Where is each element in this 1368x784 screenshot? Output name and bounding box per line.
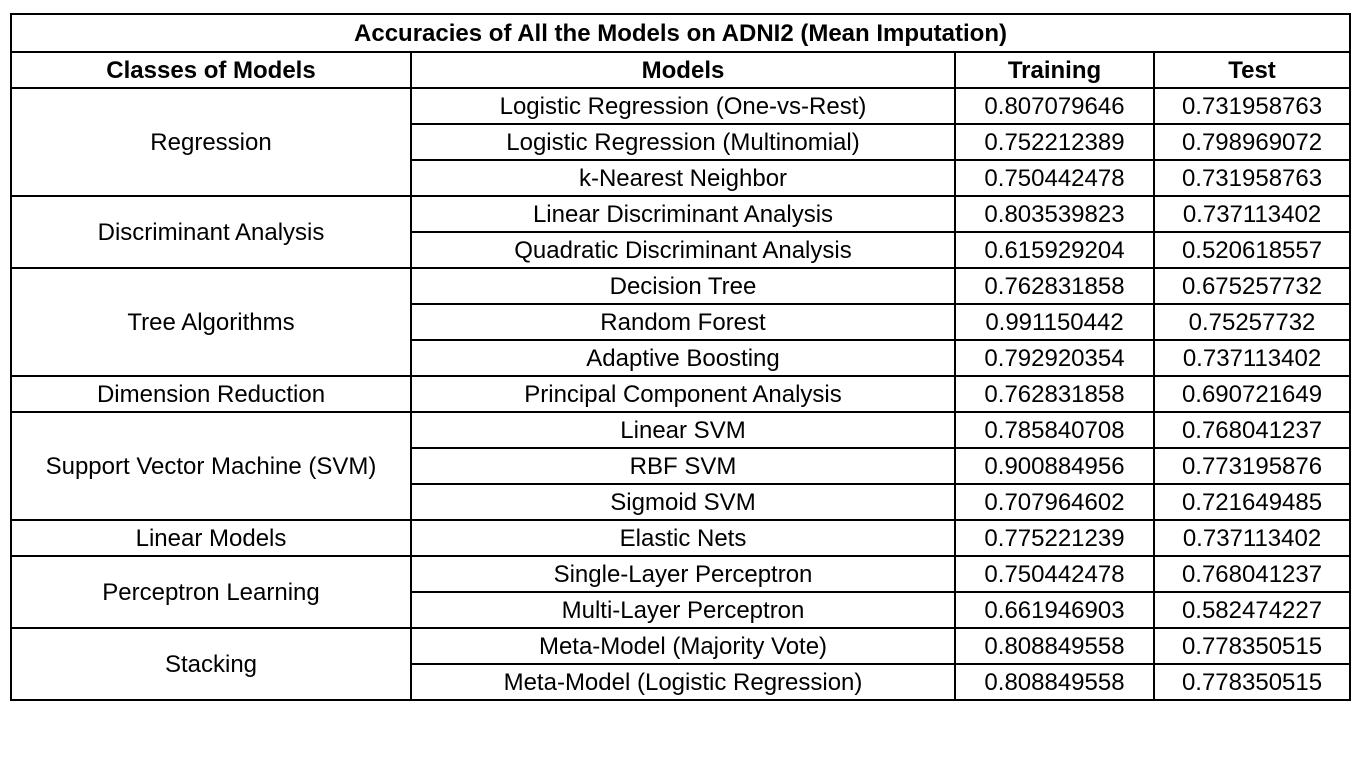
- model-name-cell: RBF SVM: [410, 447, 956, 485]
- table-row: k-Nearest Neighbor 0.750442478 0.731958763: [11, 159, 1352, 197]
- training-accuracy-cell: 0.991150442: [954, 303, 1155, 341]
- table-row: Sigmoid SVM 0.707964602 0.721649485: [11, 483, 1352, 521]
- training-accuracy-cell: 0.762831858: [954, 267, 1155, 305]
- test-accuracy-cell: 0.798969072: [1152, 123, 1352, 161]
- training-accuracy-cell: 0.808849558: [954, 663, 1155, 701]
- model-class-cell: Discriminant Analysis: [10, 195, 412, 269]
- training-accuracy-cell: 0.775221239: [954, 519, 1155, 557]
- table-row: Support Vector Machine (SVM) Linear SVM 0.…: [10, 411, 1352, 521]
- test-accuracy-cell: 0.690721649: [1152, 375, 1352, 413]
- test-accuracy-cell: 0.731958763: [1152, 87, 1352, 125]
- table-row: RBF SVM 0.900884956 0.773195876: [11, 447, 1352, 485]
- model-name-cell: k-Nearest Neighbor: [410, 159, 956, 197]
- table-row: Tree Algorithms Decision Tree 0.762831858 0…: [10, 267, 1352, 377]
- model-name-cell: Decision Tree: [410, 267, 956, 305]
- model-name-cell: Linear Discriminant Analysis: [410, 195, 956, 233]
- table-row: Dimension Reduction Principal Component A…: [10, 375, 1352, 413]
- table-row: Perceptron Learning Single-Layer Perceptr…: [10, 555, 1352, 629]
- training-accuracy-cell: 0.803539823: [954, 195, 1155, 233]
- model-class-cell: Stacking: [10, 627, 412, 701]
- test-accuracy-cell: 0.520618557: [1152, 231, 1352, 269]
- test-accuracy-cell: 0.675257732: [1152, 267, 1352, 305]
- table-row: Regression Logistic Regression (One-vs-Re…: [10, 87, 1352, 197]
- model-name-cell: Principal Component Analysis: [410, 375, 956, 413]
- test-accuracy-cell: 0.768041237: [1152, 411, 1352, 449]
- test-accuracy-cell: 0.737113402: [1152, 195, 1352, 233]
- model-name-cell: Multi-Layer Perceptron: [410, 591, 956, 629]
- header-classes: Classes of Models: [10, 51, 412, 89]
- table-title: Accuracies of All the Models on ADNI2 (M…: [9, 13, 1352, 53]
- title-row: Accuracies of All the Models on ADNI2 (M…: [9, 13, 1352, 53]
- test-accuracy-cell: 0.773195876: [1152, 447, 1352, 485]
- header-training: Training: [954, 51, 1155, 89]
- model-name-cell: Logistic Regression (One-vs-Rest): [410, 87, 956, 125]
- results-table: Accuracies of All the Models on ADNI2 (M…: [9, 13, 1352, 701]
- test-accuracy-cell: 0.778350515: [1152, 627, 1352, 665]
- model-name-cell: Random Forest: [410, 303, 956, 341]
- test-accuracy-cell: 0.778350515: [1152, 663, 1352, 701]
- model-name-cell: Single-Layer Perceptron: [410, 555, 956, 593]
- model-name-cell: Elastic Nets: [410, 519, 956, 557]
- training-accuracy-cell: 0.752212389: [954, 123, 1155, 161]
- model-class-cell: Tree Algorithms: [10, 267, 412, 377]
- model-class-cell: Linear Models: [10, 519, 412, 557]
- training-accuracy-cell: 0.707964602: [954, 483, 1155, 521]
- header-row: Classes of Models Models Training Test: [10, 51, 1352, 89]
- test-accuracy-cell: 0.721649485: [1152, 483, 1352, 521]
- test-accuracy-cell: 0.75257732: [1152, 303, 1352, 341]
- training-accuracy-cell: 0.785840708: [954, 411, 1155, 449]
- training-accuracy-cell: 0.615929204: [954, 231, 1155, 269]
- test-accuracy-cell: 0.582474227: [1152, 591, 1352, 629]
- training-accuracy-cell: 0.808849558: [954, 627, 1155, 665]
- table-row: Logistic Regression (Multinomial) 0.75221…: [11, 123, 1352, 161]
- table-row: Multi-Layer Perceptron 0.661946903 0.58247…: [11, 591, 1352, 629]
- table-row: Linear Models Elastic Nets 0.775221239 0.73…: [10, 519, 1352, 557]
- test-accuracy-cell: 0.731958763: [1152, 159, 1352, 197]
- training-accuracy-cell: 0.750442478: [954, 159, 1155, 197]
- model-class-cell: Perceptron Learning: [10, 555, 412, 629]
- table-row: Stacking Meta-Model (Majority Vote) 0.8088…: [10, 627, 1352, 701]
- model-name-cell: Meta-Model (Logistic Regression): [410, 663, 956, 701]
- model-name-cell: Linear SVM: [410, 411, 956, 449]
- table-row: Adaptive Boosting 0.792920354 0.737113402: [11, 339, 1352, 377]
- test-accuracy-cell: 0.768041237: [1152, 555, 1352, 593]
- table-row: Random Forest 0.991150442 0.75257732: [11, 303, 1352, 341]
- training-accuracy-cell: 0.807079646: [954, 87, 1155, 125]
- training-accuracy-cell: 0.900884956: [954, 447, 1155, 485]
- model-name-cell: Sigmoid SVM: [410, 483, 956, 521]
- table-row: Discriminant Analysis Linear Discriminant…: [10, 195, 1352, 269]
- table-row: Quadratic Discriminant Analysis 0.6159292…: [11, 231, 1352, 269]
- model-name-cell: Quadratic Discriminant Analysis: [410, 231, 956, 269]
- model-name-cell: Adaptive Boosting: [410, 339, 956, 377]
- model-class-cell: Support Vector Machine (SVM): [10, 411, 412, 521]
- test-accuracy-cell: 0.737113402: [1152, 339, 1352, 377]
- training-accuracy-cell: 0.750442478: [954, 555, 1155, 593]
- training-accuracy-cell: 0.661946903: [954, 591, 1155, 629]
- header-test: Test: [1152, 51, 1352, 89]
- header-models: Models: [410, 51, 956, 89]
- test-accuracy-cell: 0.737113402: [1152, 519, 1352, 557]
- training-accuracy-cell: 0.792920354: [954, 339, 1155, 377]
- results-table-container: Accuracies of All the Models on ADNI2 (M…: [9, 13, 1352, 701]
- table-body: Regression Logistic Regression (One-vs-Re…: [10, 87, 1352, 701]
- model-name-cell: Meta-Model (Majority Vote): [410, 627, 956, 665]
- training-accuracy-cell: 0.762831858: [954, 375, 1155, 413]
- model-name-cell: Logistic Regression (Multinomial): [410, 123, 956, 161]
- table-row: Meta-Model (Logistic Regression) 0.808849…: [11, 663, 1352, 701]
- model-class-cell: Dimension Reduction: [10, 375, 412, 413]
- model-class-cell: Regression: [10, 87, 412, 197]
